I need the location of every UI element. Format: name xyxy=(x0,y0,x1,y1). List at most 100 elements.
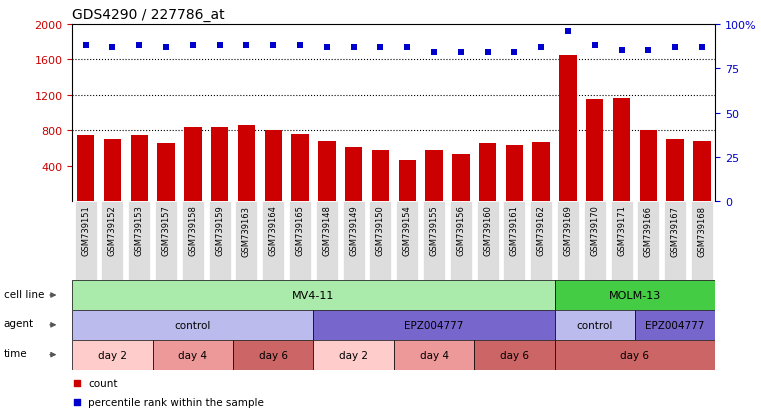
Text: EPZ004777: EPZ004777 xyxy=(404,320,463,330)
FancyBboxPatch shape xyxy=(557,202,579,280)
Point xyxy=(267,43,279,49)
Point xyxy=(508,50,521,57)
Text: count: count xyxy=(88,378,118,388)
Bar xyxy=(559,56,577,202)
Point xyxy=(160,45,172,51)
Text: GSM739160: GSM739160 xyxy=(483,205,492,256)
Text: GSM739156: GSM739156 xyxy=(457,205,465,256)
FancyBboxPatch shape xyxy=(155,202,177,280)
Text: GSM739170: GSM739170 xyxy=(591,205,599,256)
FancyBboxPatch shape xyxy=(476,202,498,280)
Point xyxy=(455,50,467,57)
Bar xyxy=(233,340,314,370)
Text: GSM739148: GSM739148 xyxy=(323,205,331,256)
Bar xyxy=(318,141,336,202)
Bar xyxy=(533,142,550,202)
FancyBboxPatch shape xyxy=(75,202,97,280)
Bar xyxy=(425,151,443,202)
Bar xyxy=(291,135,309,202)
Point xyxy=(320,45,333,51)
Text: day 6: day 6 xyxy=(620,350,649,360)
Bar xyxy=(72,340,153,370)
Bar xyxy=(371,151,389,202)
Point xyxy=(616,48,628,55)
Bar xyxy=(693,141,711,202)
FancyBboxPatch shape xyxy=(209,202,231,280)
Bar xyxy=(555,340,715,370)
Bar xyxy=(77,135,94,202)
FancyBboxPatch shape xyxy=(182,202,204,280)
Bar xyxy=(158,143,175,202)
Bar xyxy=(586,100,603,202)
Point xyxy=(72,380,84,387)
Bar xyxy=(237,125,255,202)
Bar xyxy=(184,128,202,202)
Bar xyxy=(314,310,555,340)
Point xyxy=(240,43,253,49)
Text: GSM739162: GSM739162 xyxy=(537,205,546,256)
FancyBboxPatch shape xyxy=(450,202,472,280)
Text: time: time xyxy=(4,348,27,358)
Text: GSM739150: GSM739150 xyxy=(376,205,385,256)
Text: GSM739168: GSM739168 xyxy=(697,205,706,256)
Text: cell line: cell line xyxy=(4,289,44,299)
Text: control: control xyxy=(577,320,613,330)
Bar xyxy=(555,280,715,310)
Text: GSM739163: GSM739163 xyxy=(242,205,251,256)
Point xyxy=(348,45,360,51)
Bar xyxy=(555,310,635,340)
Text: GDS4290 / 227786_at: GDS4290 / 227786_at xyxy=(72,8,225,22)
Point xyxy=(133,43,145,49)
FancyBboxPatch shape xyxy=(369,202,391,280)
Point xyxy=(72,398,84,405)
Text: GSM739171: GSM739171 xyxy=(617,205,626,256)
Point xyxy=(696,45,708,51)
Bar xyxy=(265,131,282,202)
FancyBboxPatch shape xyxy=(504,202,525,280)
Text: day 2: day 2 xyxy=(339,350,368,360)
Bar xyxy=(474,340,555,370)
Text: GSM739158: GSM739158 xyxy=(189,205,197,256)
Bar xyxy=(72,280,555,310)
Text: GSM739152: GSM739152 xyxy=(108,205,117,256)
Text: MOLM-13: MOLM-13 xyxy=(609,290,661,300)
Point xyxy=(401,45,413,51)
FancyBboxPatch shape xyxy=(129,202,150,280)
Bar xyxy=(72,310,314,340)
Text: EPZ004777: EPZ004777 xyxy=(645,320,705,330)
Point xyxy=(214,43,226,49)
Bar xyxy=(345,147,362,202)
Bar xyxy=(640,131,657,202)
Bar xyxy=(103,140,121,202)
Text: GSM739165: GSM739165 xyxy=(295,205,304,256)
Point xyxy=(80,43,92,49)
Text: GSM739161: GSM739161 xyxy=(510,205,519,256)
Text: day 4: day 4 xyxy=(178,350,207,360)
Point xyxy=(669,45,681,51)
FancyBboxPatch shape xyxy=(423,202,445,280)
Text: GSM739155: GSM739155 xyxy=(429,205,438,256)
Bar xyxy=(211,128,228,202)
FancyBboxPatch shape xyxy=(263,202,284,280)
Text: MV4-11: MV4-11 xyxy=(292,290,335,300)
Text: GSM739167: GSM739167 xyxy=(670,205,680,256)
Bar xyxy=(635,310,715,340)
Point xyxy=(428,50,440,57)
Point xyxy=(642,48,654,55)
Text: GSM739151: GSM739151 xyxy=(81,205,91,256)
FancyBboxPatch shape xyxy=(342,202,365,280)
Text: GSM739153: GSM739153 xyxy=(135,205,144,256)
Bar xyxy=(314,340,394,370)
Text: day 2: day 2 xyxy=(98,350,127,360)
Text: day 4: day 4 xyxy=(419,350,448,360)
Point xyxy=(107,45,119,51)
Text: GSM739164: GSM739164 xyxy=(269,205,278,256)
Point xyxy=(535,45,547,51)
Bar xyxy=(479,144,496,202)
FancyBboxPatch shape xyxy=(530,202,552,280)
FancyBboxPatch shape xyxy=(316,202,338,280)
Bar xyxy=(667,140,684,202)
Text: GSM739157: GSM739157 xyxy=(161,205,170,256)
Text: control: control xyxy=(175,320,211,330)
Text: GSM739169: GSM739169 xyxy=(563,205,572,256)
